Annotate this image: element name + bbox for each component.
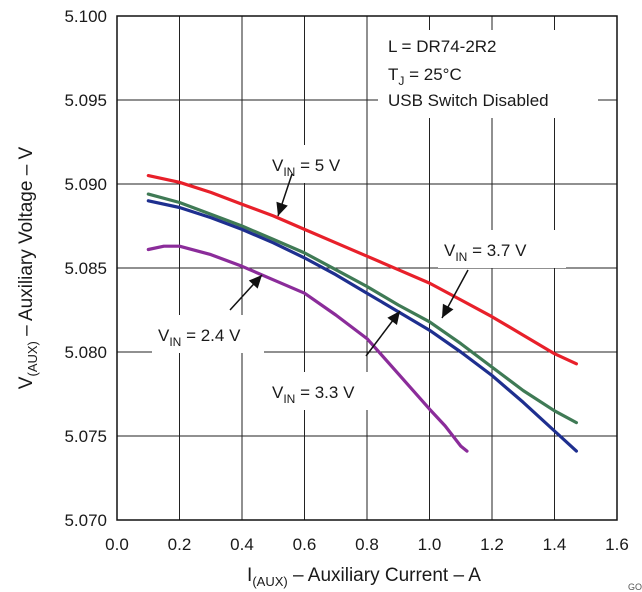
y-tick-label: 5.070 (64, 511, 107, 530)
series-annotation-1: VIN = 5 V (272, 156, 341, 179)
arrow-head-4 (248, 275, 262, 289)
series-annotation-2: VIN = 3.7 V (444, 241, 527, 264)
series-line-3 (146, 199, 579, 453)
arrow-head-3 (387, 311, 400, 325)
annotation-bg-3 (266, 372, 378, 410)
y-tick-label: 5.080 (64, 343, 107, 362)
x-tick-label: 0.6 (293, 535, 317, 554)
x-tick-label: 0.2 (168, 535, 192, 554)
series-line-4 (146, 244, 469, 453)
x-tick-label: 1.2 (480, 535, 504, 554)
series-line-1 (146, 174, 579, 366)
y-tick-labels: 5.070 5.075 5.080 5.085 5.090 5.095 5.100 (64, 7, 107, 530)
y-tick-label: 5.090 (64, 175, 107, 194)
arrow-head-1 (276, 201, 288, 216)
condition-temperature: TJ = 25°C (388, 65, 462, 88)
series-line-2 (146, 192, 579, 425)
series-annotation-4: VIN = 2.4 V (158, 326, 241, 349)
footer-code: GO (628, 582, 642, 592)
condition-usb-switch: USB Switch Disabled (388, 91, 549, 110)
y-axis-label: V(AUX) – Auxiliary Voltage – V (16, 146, 40, 389)
annotation-bg-2 (438, 230, 566, 268)
arrow-head-2 (442, 303, 454, 318)
x-tick-label: 0.8 (355, 535, 379, 554)
x-tick-label: 1.0 (418, 535, 442, 554)
x-tick-label: 0.0 (105, 535, 129, 554)
x-tick-label: 1.6 (605, 535, 629, 554)
x-axis-label: I(AUX) – Auxiliary Current – A (247, 565, 481, 589)
plot-frame (116, 15, 618, 521)
conditions-box (378, 30, 598, 118)
annotation-bg-4 (152, 315, 264, 353)
series-annotation-3: VIN = 3.3 V (272, 383, 355, 406)
y-tick-label: 5.100 (64, 7, 107, 26)
series-annotations: VIN = 5 V VIN = 3.7 V VIN = 3.3 V VIN = 2.4… (152, 145, 566, 410)
y-tick-label: 5.075 (64, 427, 107, 446)
y-tick-label: 5.095 (64, 91, 107, 110)
x-tick-label: 0.4 (230, 535, 254, 554)
condition-inductor: L = DR74-2R2 (388, 37, 497, 56)
x-tick-label: 1.4 (543, 535, 567, 554)
y-tick-label: 5.085 (64, 259, 107, 278)
annotation-bg-1 (266, 145, 366, 183)
series-group (146, 174, 579, 453)
x-tick-labels: 0.0 0.2 0.4 0.6 0.8 1.0 1.2 1.4 1.6 (105, 535, 629, 554)
